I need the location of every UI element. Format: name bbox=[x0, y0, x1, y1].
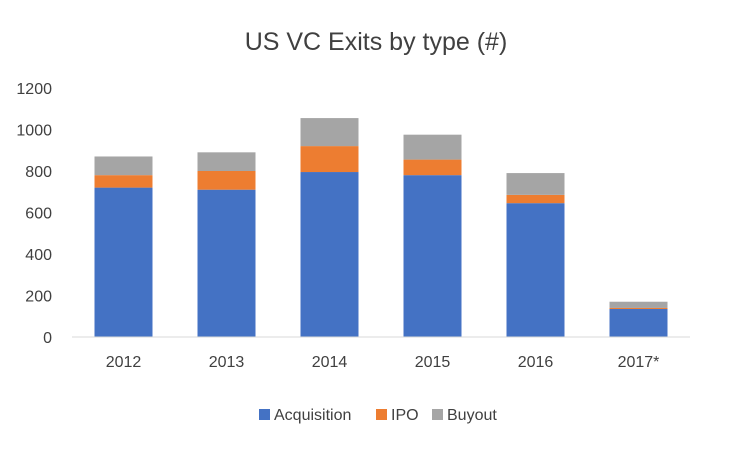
y-tick-label: 1200 bbox=[16, 81, 52, 98]
legend-swatch-buyout bbox=[432, 409, 443, 420]
x-tick-label: 2016 bbox=[518, 354, 554, 371]
y-tick-label: 0 bbox=[43, 330, 52, 347]
legend: Acquisition IPO Buyout bbox=[259, 407, 497, 424]
bar-ipo-2017 bbox=[609, 307, 668, 309]
x-tick-label: 2013 bbox=[209, 354, 245, 371]
legend-label-buyout: Buyout bbox=[447, 407, 497, 424]
bar-ipo-2013 bbox=[197, 171, 256, 190]
x-tick-label: 2015 bbox=[415, 354, 451, 371]
bar-acquisition-2017 bbox=[609, 308, 668, 337]
bar-ipo-2015 bbox=[403, 159, 462, 176]
legend-label-acquisition: Acquisition bbox=[274, 407, 351, 424]
y-tick-label: 400 bbox=[25, 247, 52, 264]
bar-ipo-2016 bbox=[506, 194, 565, 204]
y-tick-label: 1000 bbox=[16, 123, 52, 140]
x-tick-label: 2017* bbox=[618, 354, 660, 371]
bar-buyout-2013 bbox=[197, 152, 256, 171]
x-tick-label: 2012 bbox=[106, 354, 142, 371]
bar-acquisition-2014 bbox=[300, 172, 359, 337]
x-axis-tick-labels: 2012 2013 2014 2015 2016 2017* bbox=[106, 354, 660, 371]
bar-acquisition-2013 bbox=[197, 189, 256, 337]
legend-swatch-ipo bbox=[376, 409, 387, 420]
bar-buyout-2012 bbox=[94, 156, 153, 176]
bar-buyout-2014 bbox=[300, 118, 359, 147]
bar-acquisition-2016 bbox=[506, 203, 565, 337]
bar-buyout-2015 bbox=[403, 134, 462, 160]
x-tick-label: 2014 bbox=[312, 354, 348, 371]
bar-buyout-2017 bbox=[609, 301, 668, 308]
bars bbox=[94, 118, 668, 337]
chart-title: US VC Exits by type (#) bbox=[245, 28, 508, 56]
y-tick-label: 200 bbox=[25, 289, 52, 306]
bar-ipo-2014 bbox=[300, 146, 359, 173]
y-axis-tick-labels: 0 200 400 600 800 1000 1200 bbox=[16, 81, 52, 347]
bar-acquisition-2012 bbox=[94, 187, 153, 337]
legend-label-ipo: IPO bbox=[391, 407, 419, 424]
bar-acquisition-2015 bbox=[403, 175, 462, 337]
y-tick-label: 800 bbox=[25, 164, 52, 181]
y-tick-label: 600 bbox=[25, 206, 52, 223]
bar-ipo-2012 bbox=[94, 175, 153, 188]
legend-swatch-acquisition bbox=[259, 409, 270, 420]
bar-buyout-2016 bbox=[506, 173, 565, 195]
